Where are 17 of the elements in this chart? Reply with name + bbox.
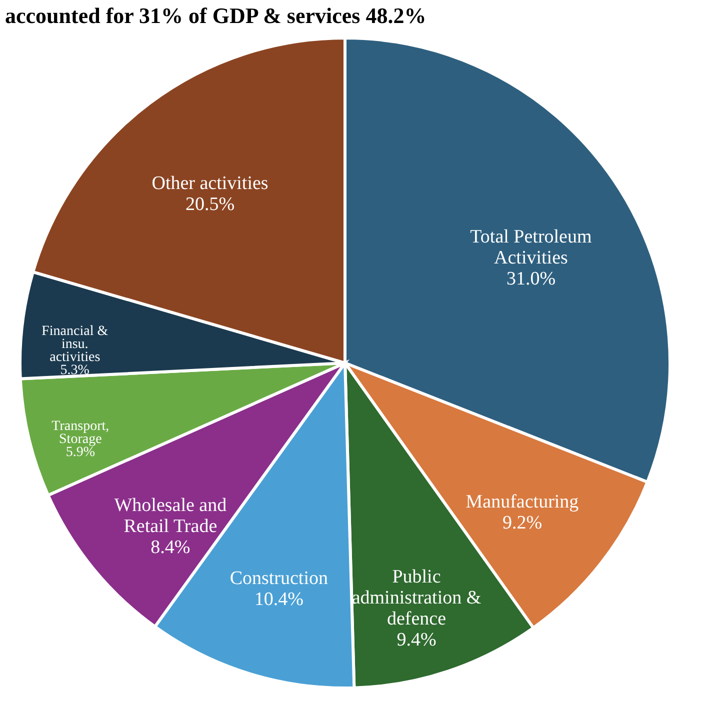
slice-label: Transport, Storage — [52, 419, 110, 448]
data-label: 20.5% — [185, 194, 235, 215]
data-label: 5.3% — [60, 363, 90, 378]
data-label: 8.4% — [150, 536, 190, 558]
slice-label: Other activities — [152, 172, 268, 194]
data-label: 31.0% — [506, 268, 556, 290]
data-label: 9.4% — [396, 629, 436, 650]
slice-label: Wholesale and Retail Trade — [114, 494, 228, 537]
data-label: 5.9% — [66, 445, 96, 460]
slice-label: Total Petroleum Activities — [470, 226, 592, 268]
data-label: 10.4% — [254, 589, 304, 610]
data-label: 9.2% — [502, 512, 542, 534]
chart-title: accounted for 31% of GDP & services 48.2% — [5, 3, 426, 28]
slice-label: Public administration & defence — [352, 566, 482, 630]
slice-label: Manufacturing — [466, 492, 580, 513]
slice-label: Construction — [230, 568, 328, 590]
slice-label: Financial & insu. activities — [42, 324, 108, 366]
